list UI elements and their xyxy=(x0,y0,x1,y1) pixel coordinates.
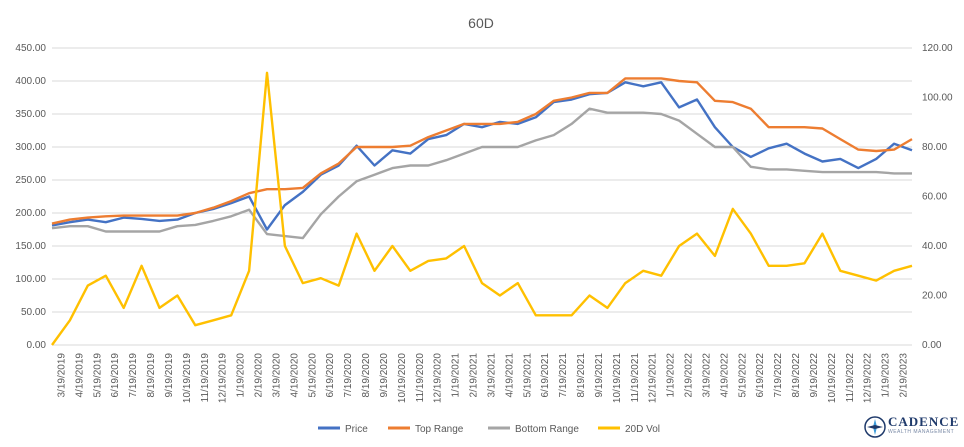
x-tick-label: 7/19/2021 xyxy=(558,353,569,398)
x-tick-label: 11/19/2020 xyxy=(415,353,426,403)
series-line-bottom-range xyxy=(51,107,912,240)
x-tick-label: 4/19/2021 xyxy=(504,353,515,398)
series-line-20d-vol xyxy=(51,71,913,346)
y-left-tick-label: 250.00 xyxy=(15,175,46,186)
y-right-tick-label: 60.00 xyxy=(922,192,947,203)
y-left-tick-label: 300.00 xyxy=(15,142,46,153)
legend-item: 20D Vol xyxy=(598,424,660,435)
y-left-tick-label: 350.00 xyxy=(15,109,46,120)
x-tick-label: 3/19/2022 xyxy=(701,353,712,398)
y-right-tick-label: 20.00 xyxy=(922,291,947,302)
y-left-tick-label: 200.00 xyxy=(15,208,46,219)
legend-item: Top Range xyxy=(388,424,464,435)
x-tick-label: 1/19/2023 xyxy=(881,353,892,398)
logo-subtitle: WEALTH MANAGEMENT xyxy=(888,429,955,435)
x-tick-label: 9/19/2022 xyxy=(809,353,820,398)
x-tick-label: 7/19/2022 xyxy=(773,353,784,398)
x-tick-label: 12/19/2022 xyxy=(863,353,874,403)
x-tick-label: 3/19/2020 xyxy=(271,353,282,398)
x-tick-label: 8/19/2021 xyxy=(576,353,587,398)
x-tick-label: 2/19/2022 xyxy=(684,353,695,398)
x-tick-label: 6/19/2022 xyxy=(755,353,766,398)
x-tick-label: 8/19/2019 xyxy=(146,353,157,398)
x-tick-label: 1/19/2021 xyxy=(451,353,462,398)
x-tick-label: 4/19/2019 xyxy=(74,353,85,398)
y-left-tick-label: 450.00 xyxy=(15,43,46,54)
x-tick-label: 6/19/2019 xyxy=(110,353,121,398)
x-tick-label: 7/19/2019 xyxy=(128,353,139,398)
series-line-top-range xyxy=(51,77,913,225)
x-tick-label: 12/19/2021 xyxy=(648,353,659,403)
series-line-price xyxy=(51,81,913,231)
y-left-tick-label: 0.00 xyxy=(27,340,47,351)
x-tick-label: 2/19/2023 xyxy=(899,353,910,398)
cadence-logo: CADENCE WEALTH MANAGEMENT xyxy=(862,412,958,442)
x-tick-label: 10/19/2021 xyxy=(612,353,623,403)
left-y-axis: 0.00 50.00 100.00 150.00 200.00 250.00 300.00 3… xyxy=(15,43,46,351)
legend-item: Price xyxy=(318,424,368,435)
legend-item: Bottom Range xyxy=(488,424,579,435)
x-tick-label: 5/19/2021 xyxy=(522,353,533,398)
x-tick-label: 10/19/2020 xyxy=(397,353,408,403)
legend-label: Top Range xyxy=(415,424,464,435)
x-tick-label: 5/19/2019 xyxy=(92,353,103,398)
x-tick-label: 8/19/2022 xyxy=(791,353,802,398)
x-tick-label: 4/19/2020 xyxy=(289,353,300,398)
y-right-tick-label: 100.00 xyxy=(922,93,953,104)
x-tick-label: 5/19/2022 xyxy=(737,353,748,398)
x-tick-label: 12/19/2019 xyxy=(218,353,229,403)
x-tick-label: 11/19/2022 xyxy=(845,353,856,403)
right-y-axis: 0.00 20.00 40.00 60.00 80.00 100.00 120.00 xyxy=(922,43,953,351)
x-tick-label: 10/19/2019 xyxy=(182,353,193,403)
x-tick-label: 12/19/2020 xyxy=(433,353,444,403)
x-tick-label: 2/19/2020 xyxy=(254,353,265,398)
x-tick-label: 11/19/2019 xyxy=(200,353,211,403)
x-tick-label: 7/19/2020 xyxy=(343,353,354,398)
x-tick-label: 10/19/2022 xyxy=(827,353,838,403)
x-tick-label: 3/19/2021 xyxy=(486,353,497,398)
x-tick-label: 2/19/2021 xyxy=(469,353,480,398)
x-tick-label: 11/19/2021 xyxy=(630,353,641,403)
x-tick-label: 4/19/2022 xyxy=(719,353,730,398)
x-tick-label: 8/19/2020 xyxy=(361,353,372,398)
legend-label: Bottom Range xyxy=(515,424,579,435)
x-tick-label: 1/19/2022 xyxy=(666,353,677,398)
y-left-tick-label: 50.00 xyxy=(21,307,46,318)
gridlines xyxy=(52,47,912,346)
x-tick-label: 9/19/2020 xyxy=(379,353,390,398)
logo-name: CADENCE xyxy=(888,414,960,429)
x-tick-label: 6/19/2020 xyxy=(325,353,336,398)
x-tick-label: 6/19/2021 xyxy=(540,353,551,398)
x-axis: 3/19/2019 4/19/2019 5/19/2019 6/19/2019 7/19… xyxy=(56,353,909,403)
chart-title: 60D xyxy=(468,15,494,31)
y-left-tick-label: 100.00 xyxy=(15,274,46,285)
series-lines xyxy=(51,71,913,346)
x-tick-label: 5/19/2020 xyxy=(307,353,318,398)
x-tick-label: 9/19/2019 xyxy=(164,353,175,398)
y-left-tick-label: 150.00 xyxy=(15,241,46,252)
x-tick-label: 1/19/2020 xyxy=(236,353,247,398)
legend-label: 20D Vol xyxy=(625,424,660,435)
x-tick-label: 3/19/2019 xyxy=(56,353,67,398)
compass-icon xyxy=(864,416,886,438)
legend: Price Top Range Bottom Range 20D Vol xyxy=(318,424,660,435)
legend-label: Price xyxy=(345,424,368,435)
y-left-tick-label: 400.00 xyxy=(15,76,46,87)
y-right-tick-label: 120.00 xyxy=(922,43,953,54)
x-tick-label: 9/19/2021 xyxy=(594,353,605,398)
y-right-tick-label: 40.00 xyxy=(922,241,947,252)
y-right-tick-label: 0.00 xyxy=(922,340,942,351)
y-right-tick-label: 80.00 xyxy=(922,142,947,153)
